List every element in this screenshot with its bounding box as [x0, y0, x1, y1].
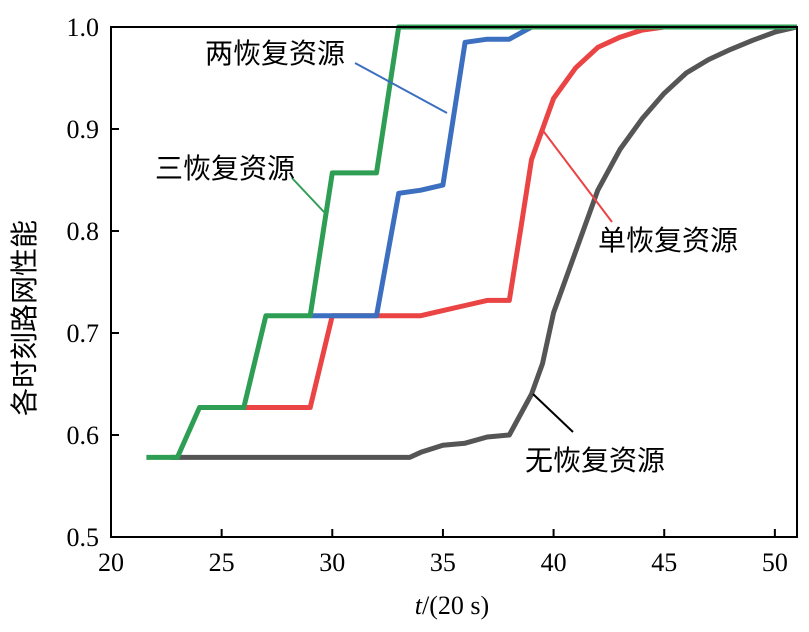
series-label-two: 两恢复资源: [205, 37, 345, 70]
x-tick-label-0: 20: [98, 548, 124, 577]
y-tick-label-4: 0.9: [67, 115, 100, 144]
y-tick-label-0: 0.5: [67, 523, 100, 552]
x-tick-label-6: 50: [762, 548, 788, 577]
x-tick-label-4: 40: [541, 548, 567, 577]
x-tick-label-2: 30: [319, 548, 345, 577]
label-leader-2: [354, 62, 448, 114]
series-label-none: 无恢复资源: [525, 444, 665, 477]
series-line-1: [243, 24, 709, 410]
x-tick-label-1: 25: [209, 548, 235, 577]
x-axis-label-rest: /(20 s): [422, 591, 489, 620]
series-label-single: 单恢复资源: [598, 224, 738, 257]
x-tick-label-3: 35: [430, 548, 456, 577]
y-tick-label-1: 0.6: [67, 421, 100, 450]
y-tick-label-5: 1.0: [67, 13, 100, 42]
series-label-three: 三恢复资源: [155, 152, 295, 185]
x-tick-label-5: 45: [651, 548, 677, 577]
axes: [110, 26, 798, 538]
series-line-0: [170, 24, 798, 460]
x-axis-label: t/(20 s): [415, 591, 489, 620]
ticks: 20 25 30 35 40 45 50 0.5 0.6 0.7 0.8 0.9 1.0: [67, 13, 788, 577]
y-tick-label-2: 0.7: [67, 319, 100, 348]
x-axis-label-italic: t: [415, 591, 423, 620]
series-line-2: [310, 24, 797, 319]
series-line-3: [146, 24, 797, 460]
labels: 无恢复资源 单恢复资源 两恢复资源 三恢复资源 t/(20 s) 各时刻路网性能: [8, 37, 738, 620]
label-leader-3: [291, 177, 325, 213]
label-leader-1: [540, 127, 613, 223]
plot-frame: [110, 26, 798, 538]
label-leader-0: [532, 393, 574, 433]
y-tick-label-3: 0.8: [67, 217, 100, 246]
series-layer: [146, 24, 798, 460]
y-axis-label: 各时刻路网性能: [8, 220, 41, 416]
